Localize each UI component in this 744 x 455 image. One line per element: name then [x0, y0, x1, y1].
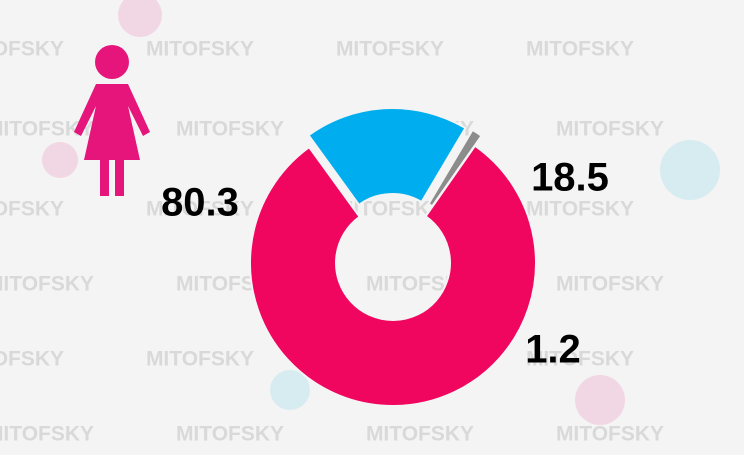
watermark: MITOFSKY: [146, 198, 254, 221]
watermark: MITOFSKY: [176, 118, 284, 141]
watermark: MITOFSKY: [146, 38, 254, 61]
watermark: MITOFSKY: [176, 423, 284, 446]
data-label: 80.3: [161, 181, 239, 225]
watermark: MITOFSKY: [0, 118, 94, 141]
watermark: MITOFSKY: [0, 348, 64, 371]
watermark: MITOFSKY: [146, 348, 254, 371]
data-label: 18.5: [531, 156, 609, 200]
watermark: MITOFSKY: [556, 423, 664, 446]
watermark: MITOFSKY: [366, 423, 474, 446]
watermark: MITOFSKY: [0, 198, 64, 221]
watermark: MITOFSKY: [336, 38, 444, 61]
donut: 80.3 18.5 1.2: [161, 107, 609, 407]
watermark: MITOFSKY: [0, 38, 64, 61]
female-icon: [74, 45, 150, 196]
donut-slice: [307, 107, 467, 207]
watermark: MITOFSKY: [526, 198, 634, 221]
watermark: MITOFSKY: [0, 423, 94, 446]
watermark: MITOFSKY: [556, 118, 664, 141]
donut-slice: [249, 144, 537, 407]
watermark: MITOFSKY: [0, 273, 94, 296]
data-label: 1.2: [525, 328, 581, 372]
donut-slice: [427, 128, 483, 208]
watermark: MITOFSKY: [526, 348, 634, 371]
watermark: MITOFSKY: [526, 38, 634, 61]
decoration: [42, 0, 720, 425]
watermark: MITOFSKY: [556, 273, 664, 296]
